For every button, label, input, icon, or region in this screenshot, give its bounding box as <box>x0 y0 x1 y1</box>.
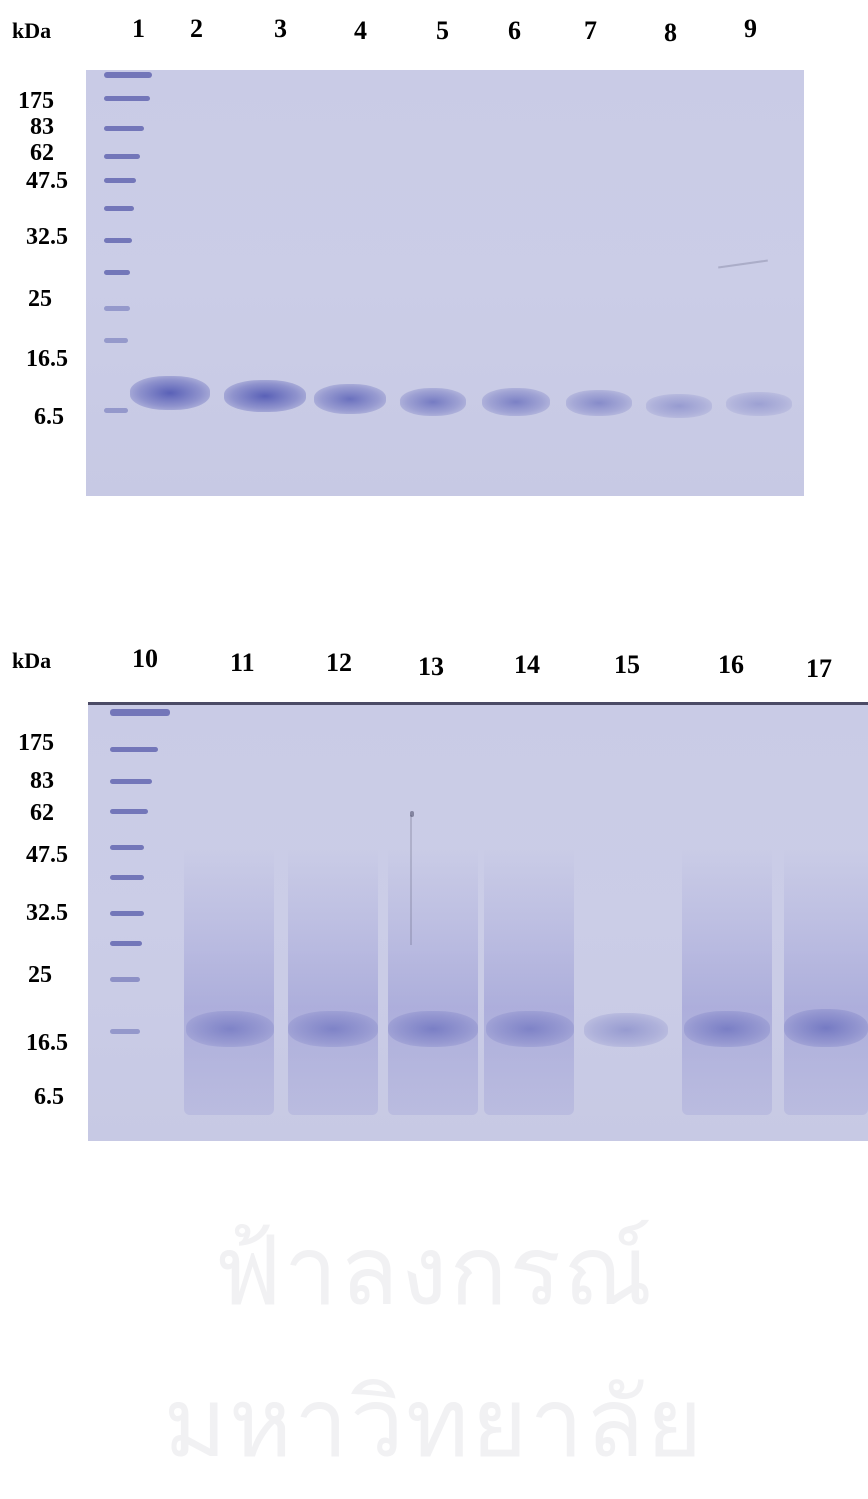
bottom-sample-band-15 <box>584 1013 668 1047</box>
top-marker-25: 25 <box>28 286 52 312</box>
top-gel-image <box>86 70 804 496</box>
bottom-kda-label: kDa <box>12 648 52 673</box>
bottom-gel-dark-spot <box>410 811 414 817</box>
top-sample-band-7 <box>566 390 632 416</box>
bottom-lane-label-10: 10 <box>132 644 158 673</box>
top-lane-label-7: 7 <box>584 16 597 45</box>
bottom-ladder-band <box>110 911 144 916</box>
top-sample-band-4 <box>314 384 386 414</box>
top-sample-band-3 <box>224 380 306 412</box>
bottom-marker-175: 175 <box>18 730 54 756</box>
top-ladder-band <box>104 72 152 78</box>
bottom-lane-smear-13 <box>388 845 478 1115</box>
bottom-sample-band-13 <box>388 1011 478 1047</box>
top-marker-83: 83 <box>30 114 54 140</box>
top-lane-label-5: 5 <box>436 16 449 45</box>
top-sample-band-5 <box>400 388 466 416</box>
bottom-sample-band-17 <box>784 1009 868 1047</box>
top-marker-62: 62 <box>30 140 54 166</box>
bottom-sample-band-14 <box>486 1011 574 1047</box>
top-lane-label-6: 6 <box>508 16 521 45</box>
bottom-marker-6-5: 6.5 <box>34 1084 64 1110</box>
top-marker-175: 175 <box>18 88 54 114</box>
top-lane-label-9: 9 <box>744 14 757 43</box>
top-ladder-band <box>104 126 144 131</box>
bottom-ladder-band <box>110 845 144 850</box>
top-sample-band-8 <box>646 394 712 418</box>
top-ladder-band <box>104 178 136 183</box>
bottom-lane-label-14: 14 <box>514 650 540 679</box>
top-sample-band-2 <box>130 376 210 410</box>
top-ladder-band <box>104 206 134 211</box>
top-ladder-band <box>104 238 132 243</box>
watermark-text: ฟ้าลงกรณ์มหาวิทยาลัย <box>163 1215 705 1479</box>
top-lane-label-3: 3 <box>274 14 287 43</box>
bottom-lane-smear-16 <box>682 845 772 1115</box>
bottom-lane-label-13: 13 <box>418 652 444 681</box>
bottom-lane-label-17: 17 <box>806 654 832 683</box>
bottom-ladder-band <box>110 977 140 982</box>
top-ladder-band <box>104 338 128 343</box>
bottom-lane-label-16: 16 <box>718 650 744 679</box>
bottom-marker-47-5: 47.5 <box>26 842 68 868</box>
top-marker-16-5: 16.5 <box>26 346 68 372</box>
bottom-marker-62: 62 <box>30 800 54 826</box>
bottom-ladder-band <box>110 779 152 784</box>
top-kda-label: kDa <box>12 18 52 43</box>
top-sample-band-6 <box>482 388 550 416</box>
bottom-lane-smear-12 <box>288 845 378 1115</box>
bottom-sample-band-16 <box>684 1011 770 1047</box>
top-sample-band-9 <box>726 392 792 416</box>
bottom-lane-label-15: 15 <box>614 650 640 679</box>
bottom-ladder-band <box>110 809 148 814</box>
bottom-lane-smear-11 <box>184 845 274 1115</box>
top-ladder-band <box>104 154 140 159</box>
bottom-sample-band-11 <box>186 1011 274 1047</box>
bottom-marker-32-5: 32.5 <box>26 900 68 926</box>
top-ladder-band <box>104 96 150 101</box>
top-marker-6-5: 6.5 <box>34 404 64 430</box>
top-lane-label-2: 2 <box>190 14 203 43</box>
bottom-sample-band-12 <box>288 1011 378 1047</box>
bottom-ladder-band <box>110 709 170 716</box>
bottom-gel-image <box>88 702 868 1141</box>
bottom-lane-label-12: 12 <box>326 648 352 677</box>
top-ladder-band <box>104 408 128 413</box>
bottom-ladder-band <box>110 875 144 880</box>
bottom-ladder-band <box>110 1029 140 1034</box>
bottom-marker-16-5: 16.5 <box>26 1030 68 1056</box>
top-lane-label-8: 8 <box>664 18 677 47</box>
bottom-marker-83: 83 <box>30 768 54 794</box>
bottom-ladder-band <box>110 941 142 946</box>
bottom-gel-artifact-line <box>410 815 412 945</box>
top-lane-label-4: 4 <box>354 16 367 45</box>
top-marker-32-5: 32.5 <box>26 224 68 250</box>
bottom-lane-smear-17 <box>784 845 868 1115</box>
bottom-lane-label-11: 11 <box>230 648 255 677</box>
bottom-lane-smear-14 <box>484 845 574 1115</box>
top-ladder-band <box>104 306 130 311</box>
bottom-marker-25: 25 <box>28 962 52 988</box>
top-gel-scratch <box>718 259 768 269</box>
top-ladder-band <box>104 270 130 275</box>
top-lane-label-1: 1 <box>132 14 145 43</box>
top-marker-47-5: 47.5 <box>26 168 68 194</box>
bottom-ladder-band <box>110 747 158 752</box>
